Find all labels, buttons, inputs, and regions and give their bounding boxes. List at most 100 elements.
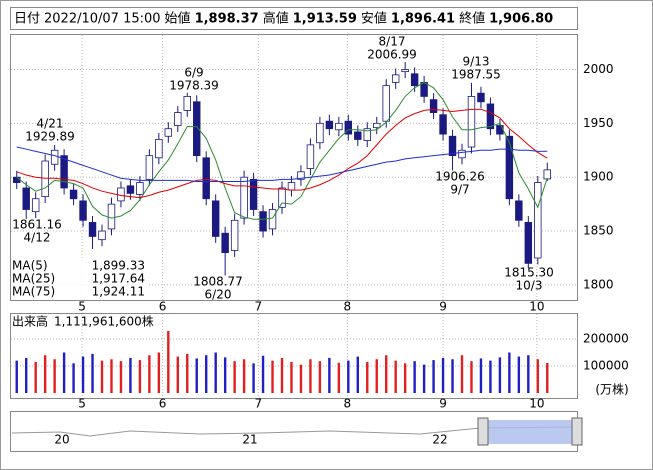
volume-bar [470,361,473,393]
volume-bar [72,363,75,393]
candle-body [496,125,504,135]
candle-body [211,200,220,237]
volume-bar [536,359,539,393]
header-value: 1,898.37 [195,12,259,27]
x-tick-label: 7 [254,300,262,314]
y-tick-label: 1950 [583,116,614,130]
candle-body [22,187,30,210]
x-tick-label: 8 [344,397,352,411]
y-tick-label: 1800 [583,277,614,291]
volume-bar [413,361,416,393]
volume-bar [43,355,47,393]
candle-body [410,73,419,87]
candle-body [88,222,97,237]
volume-bar [100,360,104,393]
x-tick-label: 6 [159,397,167,411]
candle-body [429,99,438,113]
candle-body [439,114,447,135]
candle-body [98,230,106,241]
navigator-handle-left[interactable] [477,417,489,446]
volume-bar [328,357,331,393]
volume-bar [261,355,265,393]
x-tick-label: 10 [529,397,544,411]
volume-bar [176,356,179,393]
candle-body [420,81,428,97]
candle-body [174,112,182,126]
volume-unit: (万株) [595,382,628,397]
candle-body [448,135,457,157]
y-tick-label: 2000 [583,62,614,76]
annotation-date: 6/9 [184,66,203,80]
annotation-date: 8/17 [379,35,406,49]
x-tick-label: 5 [78,300,86,314]
volume-bar [527,355,530,393]
annotation-price: 1929.89 [25,130,75,144]
x-tick-label: 7 [254,397,262,411]
candle-body [193,101,201,157]
candle-body [477,92,485,103]
volume-bar [186,353,189,393]
volume-bar [25,357,28,393]
candle-body [69,189,78,200]
candle-body [401,69,409,73]
volume-bar [157,352,161,393]
annotation-price: 1808.77 [193,275,243,289]
volume-bar [138,360,142,393]
volume-bar [337,362,341,393]
navigator-handle-right[interactable] [571,417,583,446]
annotation-date: 9/13 [463,55,490,69]
candle-body [297,171,305,180]
volume-bar [242,359,246,393]
volume-bar [479,358,483,393]
annotation-price: 1861.16 [12,218,62,232]
header-label: 高値 [263,11,289,27]
candle-body [344,120,353,135]
volume-bar [299,364,303,393]
x-tick-label: 8 [344,300,352,314]
volume-title: 出来高 [12,314,48,329]
candle-body [391,74,400,83]
candle-body [306,144,315,169]
candle-body [543,169,551,180]
volume-bar [110,359,113,393]
volume-bar [441,357,445,393]
annotation-price: 1906.26 [435,170,485,184]
candle-body [145,155,154,180]
volume-bar [252,363,255,393]
volume-bar [432,360,435,393]
candle-body [486,103,495,130]
annotation-date: 10/3 [516,279,543,293]
volume-bar [167,330,170,393]
candle-body [117,187,125,202]
candle-body [505,135,514,200]
x-tick-label: 5 [78,397,86,411]
y-tick-label: 1900 [583,170,614,184]
header-label: 日付 [14,12,40,27]
candle-body [107,203,116,230]
volume-bar [385,355,388,393]
candle-body [50,149,59,165]
legend-name: MA(5) [12,259,48,273]
candle-body [325,120,334,130]
volume-bar [119,361,123,393]
volume-bar [205,355,208,393]
volume-bar [347,360,350,393]
candle-body [534,182,542,259]
candle-body [60,155,68,189]
annotation-price: 2006.99 [367,48,417,62]
volume-bar [129,357,132,393]
candle-body [126,185,135,194]
candle-body [240,176,248,219]
legend-value: 1,899.33 [92,259,145,273]
volume-bar [489,360,492,393]
legend-name: MA(25) [12,272,55,286]
annotation-price: 1978.39 [169,79,219,93]
candle-body [335,122,343,131]
legend-value: 1,917.64 [92,272,145,286]
volume-bar [460,355,464,393]
ma-line [16,108,548,199]
header-value: 1,896.41 [391,12,455,27]
volume-panel [10,313,578,399]
candle-body [31,198,40,213]
volume-bar [34,361,37,393]
